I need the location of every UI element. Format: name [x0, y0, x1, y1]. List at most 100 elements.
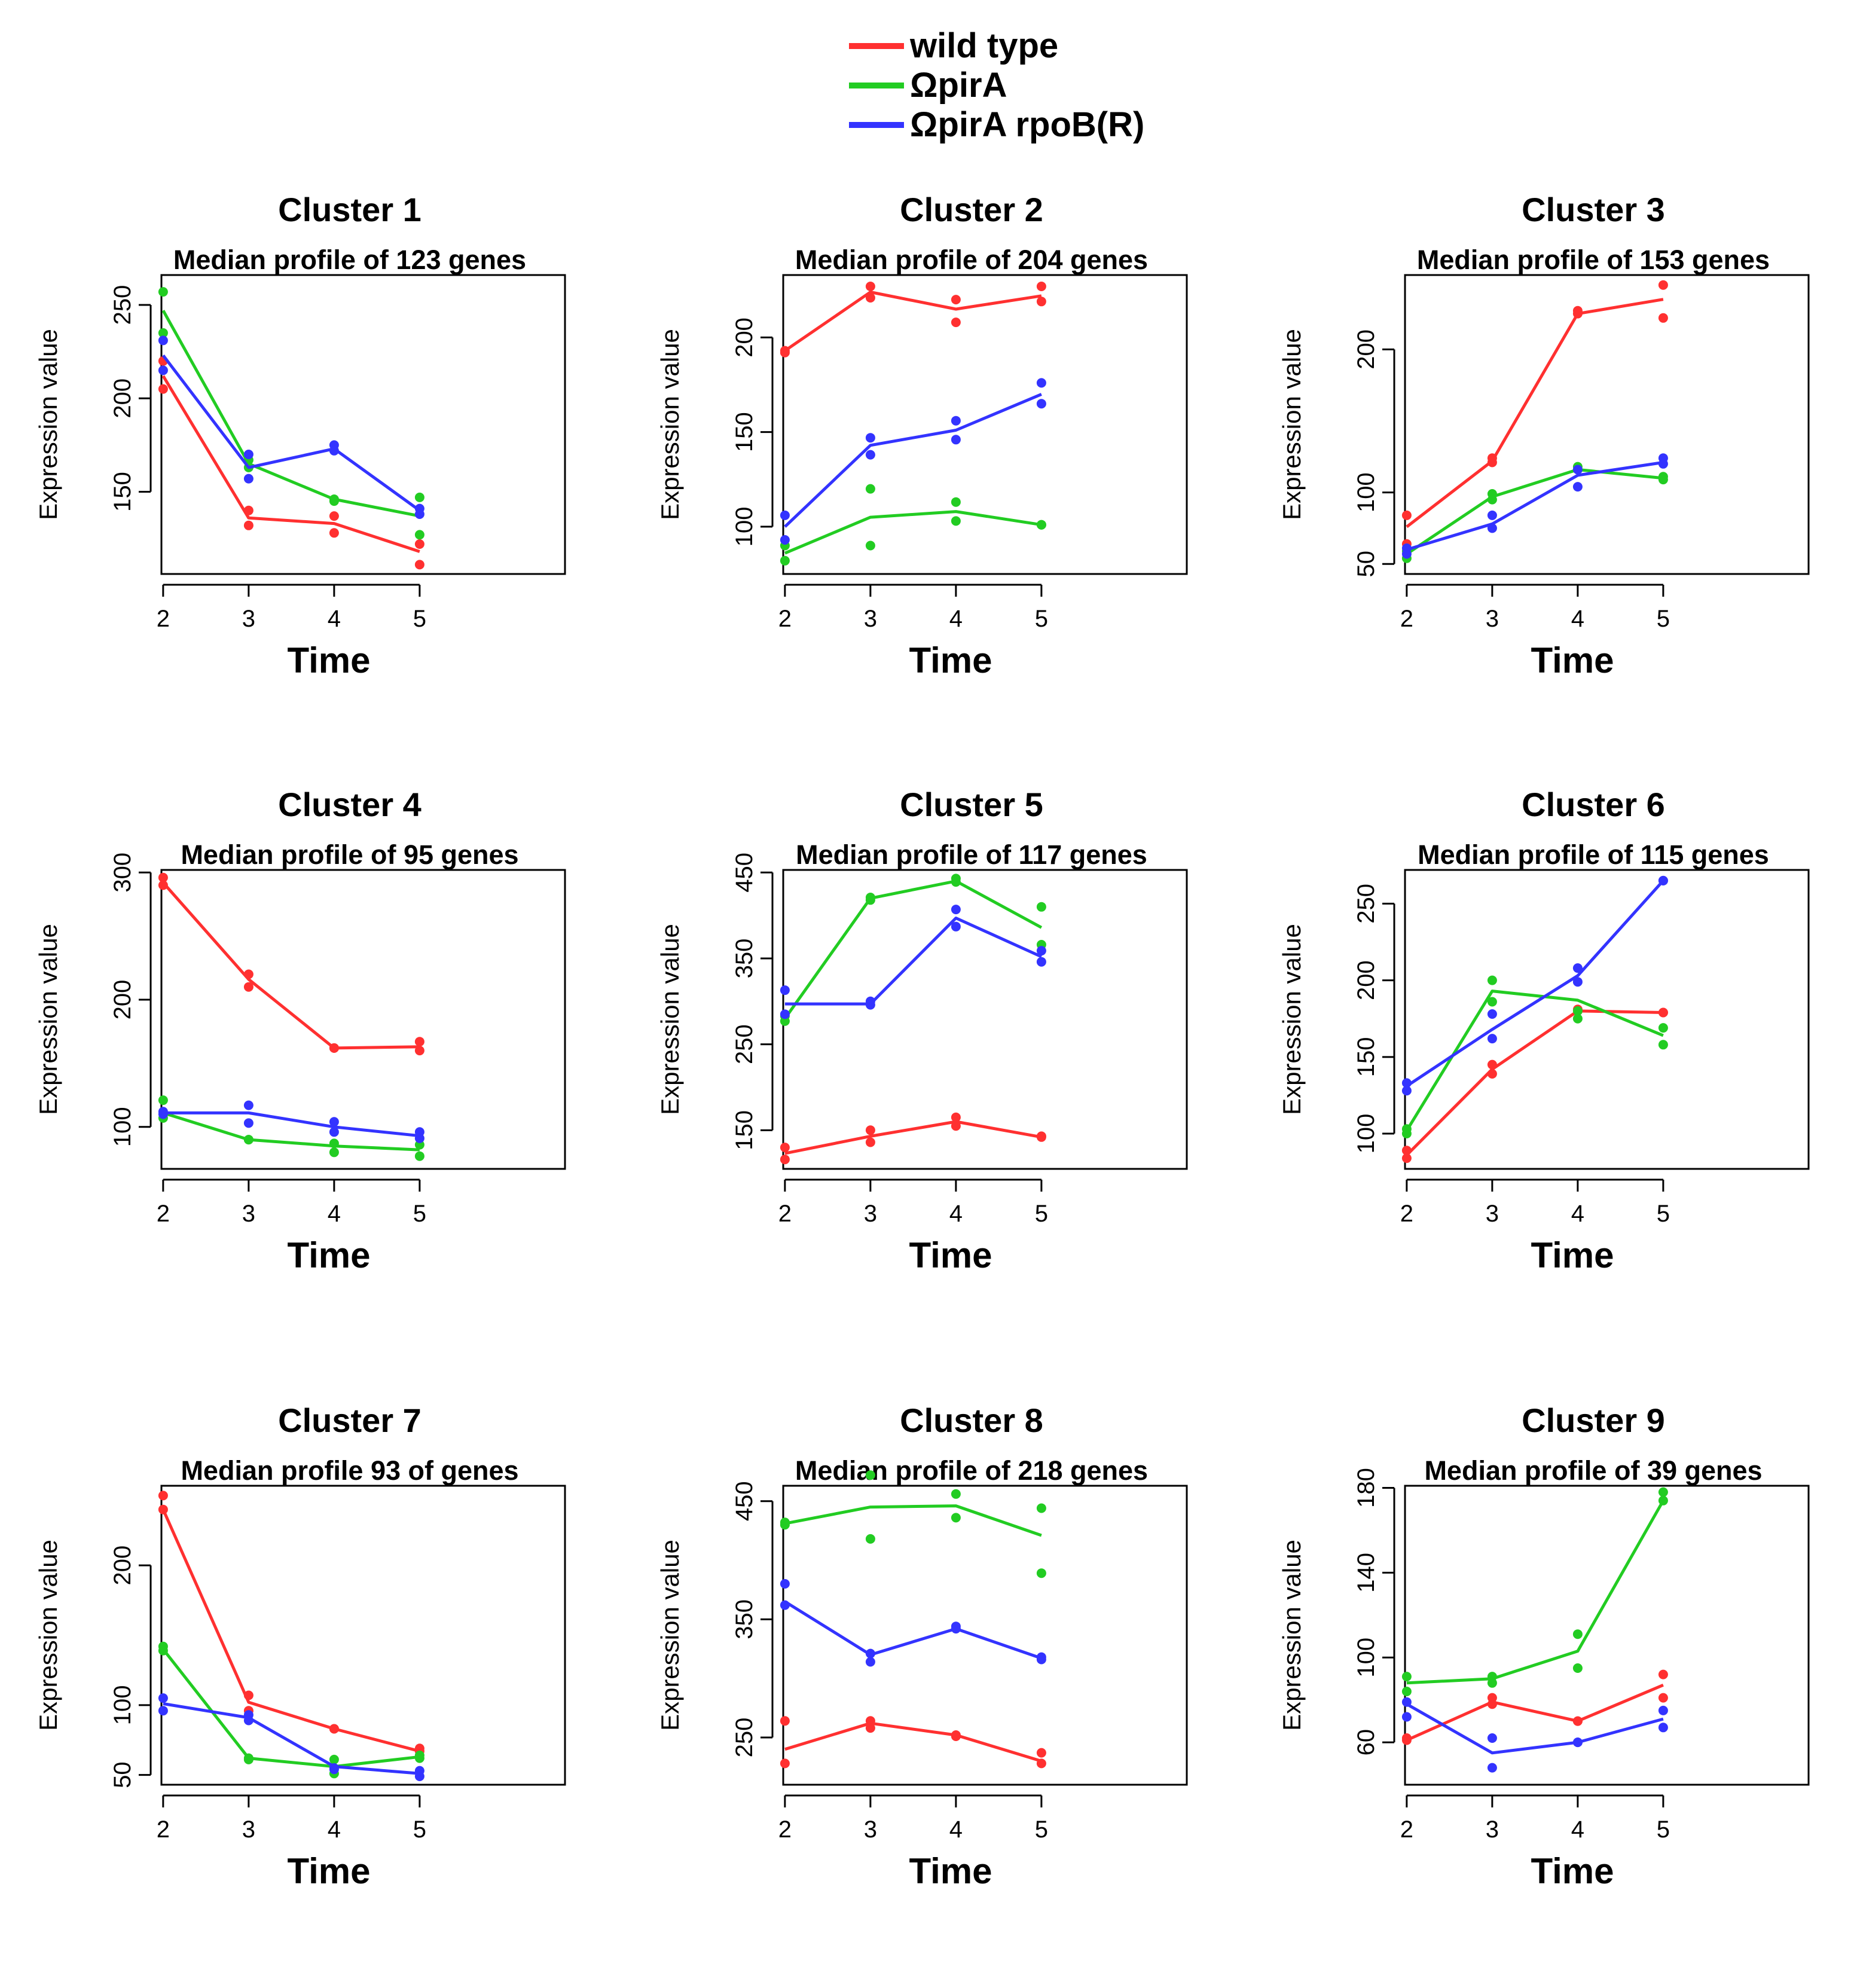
- data-point-omega-pira: [1658, 1023, 1668, 1033]
- data-point-omega-pira: [414, 1753, 424, 1763]
- series-line-wild-type: [161, 375, 420, 553]
- chart-panel-cluster-7: Cluster 7 Median profile 93 of genes 50 100…: [34, 1401, 566, 1891]
- series-line-omega-pira: [784, 510, 1042, 555]
- series-line-omega-pira: [163, 1111, 420, 1152]
- data-point-omega-pira-rpob-r: [329, 1127, 339, 1137]
- data-point-omega-pira-rpob-r: [1572, 963, 1583, 973]
- data-point-wild-type: [1572, 1716, 1583, 1726]
- data-point-wild-type: [414, 1037, 424, 1047]
- series-line-omega-pira-rpob-r: [784, 917, 1042, 1006]
- series-line-wild-type: [162, 881, 420, 1050]
- cluster-panel-grid: Cluster 1 Median profile of 123 genes 150 2…: [34, 191, 1810, 1891]
- series-line-omega-pira-rpob-r: [1406, 1703, 1664, 1755]
- data-point-omega-pira: [1036, 520, 1046, 530]
- chart-panel-cluster-5: Cluster 5 Median profile of 117 genes 150 2…: [656, 786, 1188, 1275]
- data-point-wild-type: [414, 1046, 424, 1056]
- data-point-omega-pira-rpob-r: [865, 1000, 875, 1010]
- x-tick-label: 2: [778, 1816, 792, 1843]
- data-point-wild-type: [158, 880, 168, 890]
- data-point-wild-type: [1487, 1699, 1497, 1709]
- data-point-omega-pira: [1487, 997, 1497, 1007]
- chart-subtitle: Median profile of 117 genes: [796, 839, 1147, 870]
- x-tick-label: 2: [778, 1201, 792, 1227]
- data-point-omega-pira-rpob-r: [1487, 523, 1497, 533]
- data-point-omega-pira-rpob-r: [1487, 1733, 1497, 1743]
- data-point-wild-type: [865, 1137, 875, 1147]
- data-point-wild-type: [951, 1732, 961, 1741]
- data-point-omega-pira-rpob-r: [1401, 1697, 1412, 1707]
- data-point-wild-type: [780, 1758, 790, 1769]
- data-point-omega-pira: [1401, 1687, 1412, 1696]
- y-tick-label: 200: [109, 1546, 136, 1586]
- data-point-wild-type: [414, 539, 424, 549]
- y-tick-label: 450: [731, 1481, 758, 1521]
- data-point-omega-pira: [1572, 1663, 1583, 1673]
- data-point-omega-pira: [1036, 1568, 1046, 1578]
- data-point-omega-pira-rpob-r: [243, 1100, 253, 1110]
- chart-subtitle: Median profile of 95 genes: [181, 839, 518, 870]
- plot-frame: [782, 274, 1188, 575]
- legend-line-wild-type: [849, 43, 904, 49]
- x-axis-label: Time: [909, 1235, 992, 1275]
- data-point-omega-pira-rpob-r: [414, 1133, 424, 1143]
- y-tick-label: 200: [1353, 329, 1379, 369]
- data-point-wild-type: [158, 384, 168, 394]
- y-axis-label: Expression value: [34, 924, 62, 1115]
- data-point-omega-pira-rpob-r: [1036, 378, 1046, 388]
- data-point-omega-pira-rpob-r: [865, 450, 875, 460]
- data-point-omega-pira-rpob-r: [1401, 1078, 1412, 1088]
- series-line-wild-type: [1406, 1009, 1663, 1156]
- data-point-wild-type: [780, 1716, 790, 1726]
- x-axis-label: Time: [288, 1851, 371, 1891]
- data-point-omega-pira: [865, 540, 875, 551]
- series-line-wild-type: [784, 291, 1042, 352]
- x-tick-label: 2: [1400, 1816, 1413, 1843]
- data-point-omega-pira: [951, 877, 961, 887]
- series-line-omega-pira-rpob-r: [784, 393, 1042, 528]
- series-line-omega-pira-rpob-r: [784, 1600, 1042, 1660]
- data-point-omega-pira-rpob-r: [780, 985, 790, 995]
- series-line-omega-pira-rpob-r: [161, 354, 421, 512]
- data-point-omega-pira-rpob-r: [1487, 1763, 1497, 1773]
- data-point-omega-pira: [780, 1016, 790, 1026]
- y-tick-label: 180: [1353, 1468, 1379, 1508]
- x-tick-label: 4: [1571, 1816, 1584, 1843]
- x-tick-label: 5: [1657, 606, 1670, 632]
- series-line-omega-pira: [1406, 1500, 1665, 1685]
- data-point-omega-pira-rpob-r: [951, 921, 961, 932]
- data-point-omega-pira: [329, 1147, 339, 1158]
- plot-frame: [782, 869, 1188, 1170]
- series-line-omega-pira: [161, 1648, 420, 1769]
- data-point-wild-type: [951, 295, 961, 305]
- data-point-omega-pira: [951, 1513, 961, 1523]
- data-point-omega-pira: [865, 1470, 875, 1480]
- legend-label-omega-pira: ΩpirA: [910, 66, 1007, 105]
- data-point-wild-type: [865, 282, 875, 291]
- x-tick-label: 5: [413, 606, 426, 632]
- x-tick-label: 3: [242, 1816, 255, 1843]
- data-point-omega-pira-rpob-r: [158, 365, 168, 375]
- data-point-wild-type: [158, 1504, 168, 1514]
- x-tick-label: 2: [1400, 606, 1413, 632]
- series-line-omega-pira: [783, 880, 1043, 1020]
- data-point-wild-type: [243, 505, 253, 515]
- data-point-wild-type: [414, 560, 424, 570]
- x-tick-label: 5: [413, 1201, 426, 1227]
- x-tick-label: 5: [1035, 1816, 1048, 1843]
- chart-subtitle: Median profile of 39 genes: [1424, 1455, 1762, 1486]
- chart-title: Cluster 3: [1522, 191, 1665, 228]
- chart-title: Cluster 6: [1522, 786, 1665, 823]
- y-axis-label: Expression value: [1278, 1540, 1306, 1731]
- data-point-wild-type: [158, 872, 168, 882]
- series-line-wild-type: [1406, 1683, 1664, 1742]
- data-point-omega-pira-rpob-r: [1658, 1705, 1668, 1715]
- data-point-wild-type: [865, 1716, 875, 1726]
- data-point-omega-pira: [1572, 1006, 1583, 1016]
- data-point-wild-type: [1658, 280, 1668, 290]
- y-axis-label: Expression value: [1278, 329, 1306, 520]
- chart-subtitle: Median profile of 204 genes: [795, 245, 1148, 275]
- data-point-wild-type: [951, 317, 961, 328]
- x-axis-label: Time: [288, 640, 371, 680]
- data-point-wild-type: [243, 1690, 253, 1700]
- data-point-omega-pira-rpob-r: [1036, 957, 1046, 967]
